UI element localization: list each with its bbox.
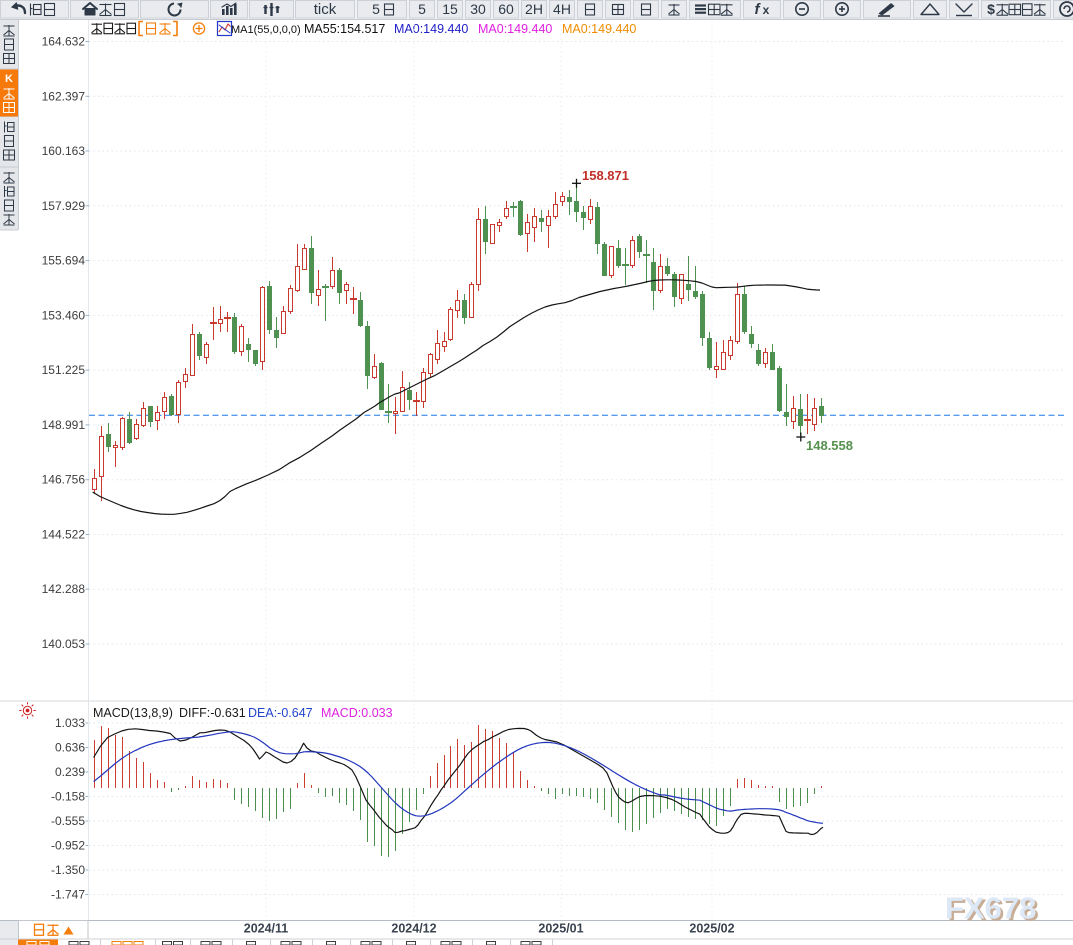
svg-text:162.397: 162.397 — [42, 89, 86, 103]
svg-text:MA0:149.440: MA0:149.440 — [562, 22, 636, 36]
svg-text:MA0:149.440: MA0:149.440 — [478, 22, 552, 36]
svg-text:148.991: 148.991 — [42, 418, 86, 432]
svg-text:DEA:-0.647: DEA:-0.647 — [248, 706, 313, 720]
svg-text:K: K — [5, 73, 13, 85]
svg-text:0.239: 0.239 — [55, 765, 85, 779]
svg-text:5: 5 — [372, 1, 380, 17]
svg-text:153.460: 153.460 — [42, 308, 86, 322]
svg-text:140.053: 140.053 — [42, 637, 86, 651]
svg-text:$: $ — [987, 1, 995, 17]
svg-text:151.225: 151.225 — [42, 363, 86, 377]
svg-text:2H: 2H — [525, 1, 543, 17]
svg-text:-0.952: -0.952 — [51, 839, 85, 853]
svg-text:1.033: 1.033 — [55, 716, 85, 730]
svg-text:60: 60 — [498, 1, 514, 17]
svg-text:-1.747: -1.747 — [51, 888, 85, 902]
svg-text:-0.555: -0.555 — [51, 814, 85, 828]
svg-text:-0.158: -0.158 — [51, 790, 85, 804]
svg-text:2025/02: 2025/02 — [689, 922, 734, 936]
svg-text:DIFF:-0.631: DIFF:-0.631 — [179, 706, 246, 720]
svg-text:30: 30 — [470, 1, 486, 17]
svg-text:160.163: 160.163 — [42, 144, 86, 158]
svg-text:142.288: 142.288 — [42, 582, 86, 596]
svg-text:144.522: 144.522 — [42, 528, 86, 542]
svg-text:157.929: 157.929 — [42, 199, 86, 213]
svg-text:MA0:149.440: MA0:149.440 — [394, 22, 468, 36]
svg-text:f: f — [755, 1, 762, 18]
svg-text:15: 15 — [442, 1, 458, 17]
svg-text:158.871: 158.871 — [582, 168, 629, 183]
svg-text:2025/01: 2025/01 — [538, 922, 583, 936]
svg-text:MACD(13,8,9): MACD(13,8,9) — [93, 706, 173, 720]
svg-text:FX678: FX678 — [945, 891, 1036, 926]
svg-text:MA55:154.517: MA55:154.517 — [304, 22, 385, 36]
svg-text:-1.350: -1.350 — [51, 863, 85, 877]
svg-text:FX678: FX678 — [948, 893, 1039, 928]
svg-text:148.558: 148.558 — [806, 438, 853, 453]
svg-text:MACD:0.033: MACD:0.033 — [321, 706, 393, 720]
svg-text:146.756: 146.756 — [42, 473, 86, 487]
svg-text:155.694: 155.694 — [42, 254, 86, 268]
svg-text:tick: tick — [314, 1, 337, 18]
svg-text:5: 5 — [418, 1, 426, 17]
svg-text:2024/11: 2024/11 — [244, 922, 289, 936]
svg-text:164.632: 164.632 — [42, 35, 86, 49]
svg-text:0.636: 0.636 — [55, 741, 85, 755]
svg-text:4H: 4H — [553, 1, 571, 17]
svg-text:x: x — [763, 3, 770, 17]
svg-text:2024/12: 2024/12 — [391, 922, 436, 936]
